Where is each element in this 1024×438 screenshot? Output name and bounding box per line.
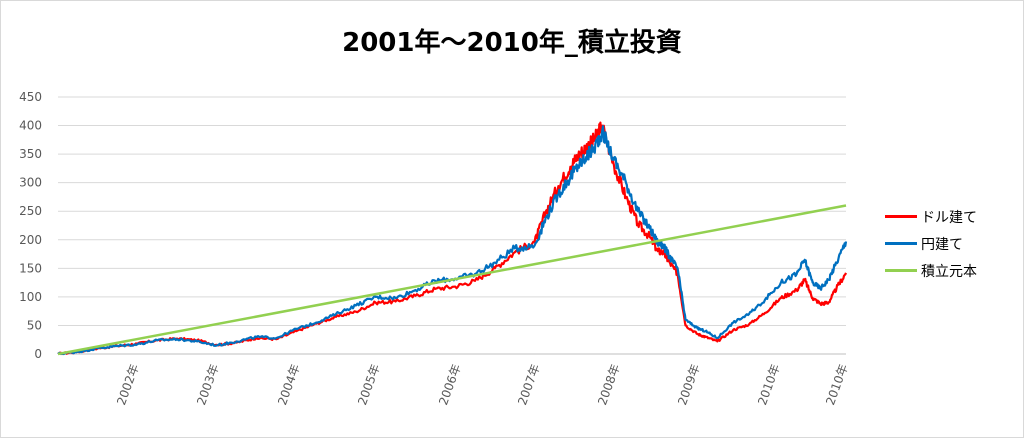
y-tick-label: 300 bbox=[19, 176, 42, 190]
x-tick-label: 2009年 bbox=[675, 362, 703, 407]
legend-swatch-dollar bbox=[885, 215, 917, 218]
y-tick-label: 400 bbox=[19, 119, 42, 133]
x-tick-label: 2006年 bbox=[436, 362, 464, 407]
chart-title: 2001年～2010年_積立投資 bbox=[342, 28, 682, 58]
legend-label-dollar: ドル建て bbox=[921, 209, 977, 226]
x-tick-label: 2010年 bbox=[755, 362, 783, 407]
y-tick-label: 350 bbox=[19, 147, 42, 161]
x-tick-label: 2005年 bbox=[355, 362, 383, 407]
x-tick-label: 2007年 bbox=[515, 362, 543, 407]
series-line-principal bbox=[57, 204, 847, 356]
x-tick-label: 2010年 bbox=[823, 362, 851, 407]
legend-item-principal: 積立元本 bbox=[885, 260, 1020, 281]
y-tick-label: 450 bbox=[19, 90, 42, 104]
x-tick-label: 2002年 bbox=[114, 362, 142, 407]
legend-label-yen: 円建て bbox=[921, 236, 963, 253]
y-tick-label: 100 bbox=[19, 290, 42, 304]
x-tick-label: 2004年 bbox=[275, 362, 303, 407]
legend-item-dollar: ドル建て bbox=[885, 206, 1020, 227]
y-tick-label: 250 bbox=[19, 204, 42, 218]
x-axis-tick-labels: 2002年 2003年 2004年 2005年 2006年 2007年 2008年 2009年… bbox=[114, 362, 851, 407]
series-lines bbox=[57, 121, 848, 356]
x-tick-label: 2008年 bbox=[595, 362, 623, 407]
legend-swatch-principal bbox=[885, 269, 917, 272]
legend: ドル建て 円建て 積立元本 bbox=[885, 206, 1020, 287]
y-tick-label: 50 bbox=[27, 318, 42, 332]
x-tick-label: 2003年 bbox=[194, 362, 222, 407]
y-tick-label: 200 bbox=[19, 233, 42, 247]
series-line-yen bbox=[57, 125, 848, 356]
legend-item-yen: 円建て bbox=[885, 233, 1020, 254]
y-tick-label: 0 bbox=[34, 347, 42, 361]
gridlines bbox=[58, 96, 846, 355]
legend-label-principal: 積立元本 bbox=[921, 263, 977, 280]
y-axis-tick-labels: 0 50 100 150 200 250 300 350 400 450 bbox=[19, 90, 42, 361]
y-tick-label: 150 bbox=[19, 261, 42, 275]
series-line-dollar bbox=[57, 121, 847, 356]
legend-swatch-yen bbox=[885, 242, 917, 245]
